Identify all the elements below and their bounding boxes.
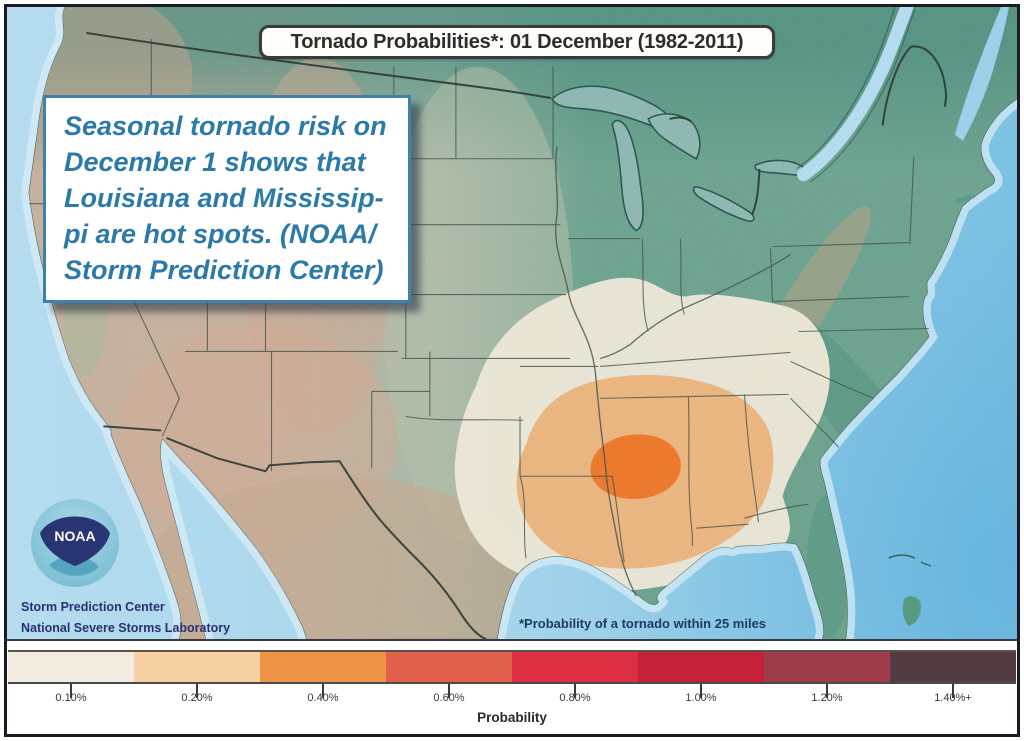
colorbar-segment: 1.00% (638, 652, 764, 704)
noaa-logo: NOAA (31, 499, 119, 587)
colorbar-segment: 1.20% (764, 652, 890, 704)
national-borders (86, 31, 948, 639)
colorbar-label: 0.60% (433, 692, 465, 704)
noaa-logo-text: NOAA (54, 528, 95, 544)
colorbar-tick (70, 684, 72, 698)
noaa-logo-emblem: NOAA (31, 499, 119, 587)
colorbar-label: 1.00% (685, 692, 717, 704)
colorbar-segment: 0.60% (386, 652, 512, 704)
colorbar-tick (700, 684, 702, 698)
figure-border (4, 4, 1020, 737)
islands (888, 194, 975, 627)
colorbar-tick (196, 684, 198, 698)
colorbar-tick (322, 684, 324, 698)
map-title-box: Tornado Probabilities*: 01 December (198… (259, 25, 775, 59)
colorbar-segment: 0.80% (512, 652, 638, 704)
colorbar-tick (826, 684, 828, 698)
st-lawrence (796, 7, 1009, 183)
map-footnote: *Probability of a tornado within 25 mile… (519, 616, 767, 631)
colorbar-tick (952, 684, 954, 698)
colorbar-label: 1.20% (811, 692, 843, 704)
map-area: Tornado Probabilities*: 01 December (198… (7, 7, 1017, 641)
legend-title: Probability (477, 710, 547, 725)
caption-line: Storm Prediction Center) (64, 255, 384, 285)
colorbar-label: 0.20% (181, 692, 213, 704)
great-lakes (551, 85, 805, 232)
colorbar-label: 0.80% (559, 692, 591, 704)
colorbar-tick (448, 684, 450, 698)
colorbar-segment: 0.10% (8, 652, 134, 704)
agency-credits: Storm Prediction Center National Severe … (21, 597, 230, 639)
colorbar-tick (574, 684, 576, 698)
map-title: Tornado Probabilities*: 01 December (198… (290, 31, 744, 53)
caption-line: December 1 shows that (64, 147, 366, 177)
colorbar-label: 1.40%+ (934, 692, 972, 704)
colorbar: 0.10% 0.20% 0.40% 0.60% 0.80% 1.00% 1.20% 1.40%… (8, 650, 1016, 704)
caption-line: pi are hot spots. (NOAA/ (64, 219, 377, 249)
colorbar-segment: 0.40% (260, 652, 386, 704)
agency-line-1: Storm Prediction Center (21, 600, 165, 614)
caption-box: Seasonal tornado risk on December 1 show… (43, 95, 411, 303)
caption-line: Seasonal tornado risk on (64, 111, 387, 141)
caption-line: Louisiana and Mississip- (64, 183, 384, 213)
colorbar-label: 0.10% (55, 692, 87, 704)
colorbar-segment: 1.40%+ (890, 652, 1016, 704)
colorbar-label: 0.40% (307, 692, 339, 704)
colorbar-segment: 0.20% (134, 652, 260, 704)
agency-line-2: National Severe Storms Laboratory (21, 621, 231, 635)
